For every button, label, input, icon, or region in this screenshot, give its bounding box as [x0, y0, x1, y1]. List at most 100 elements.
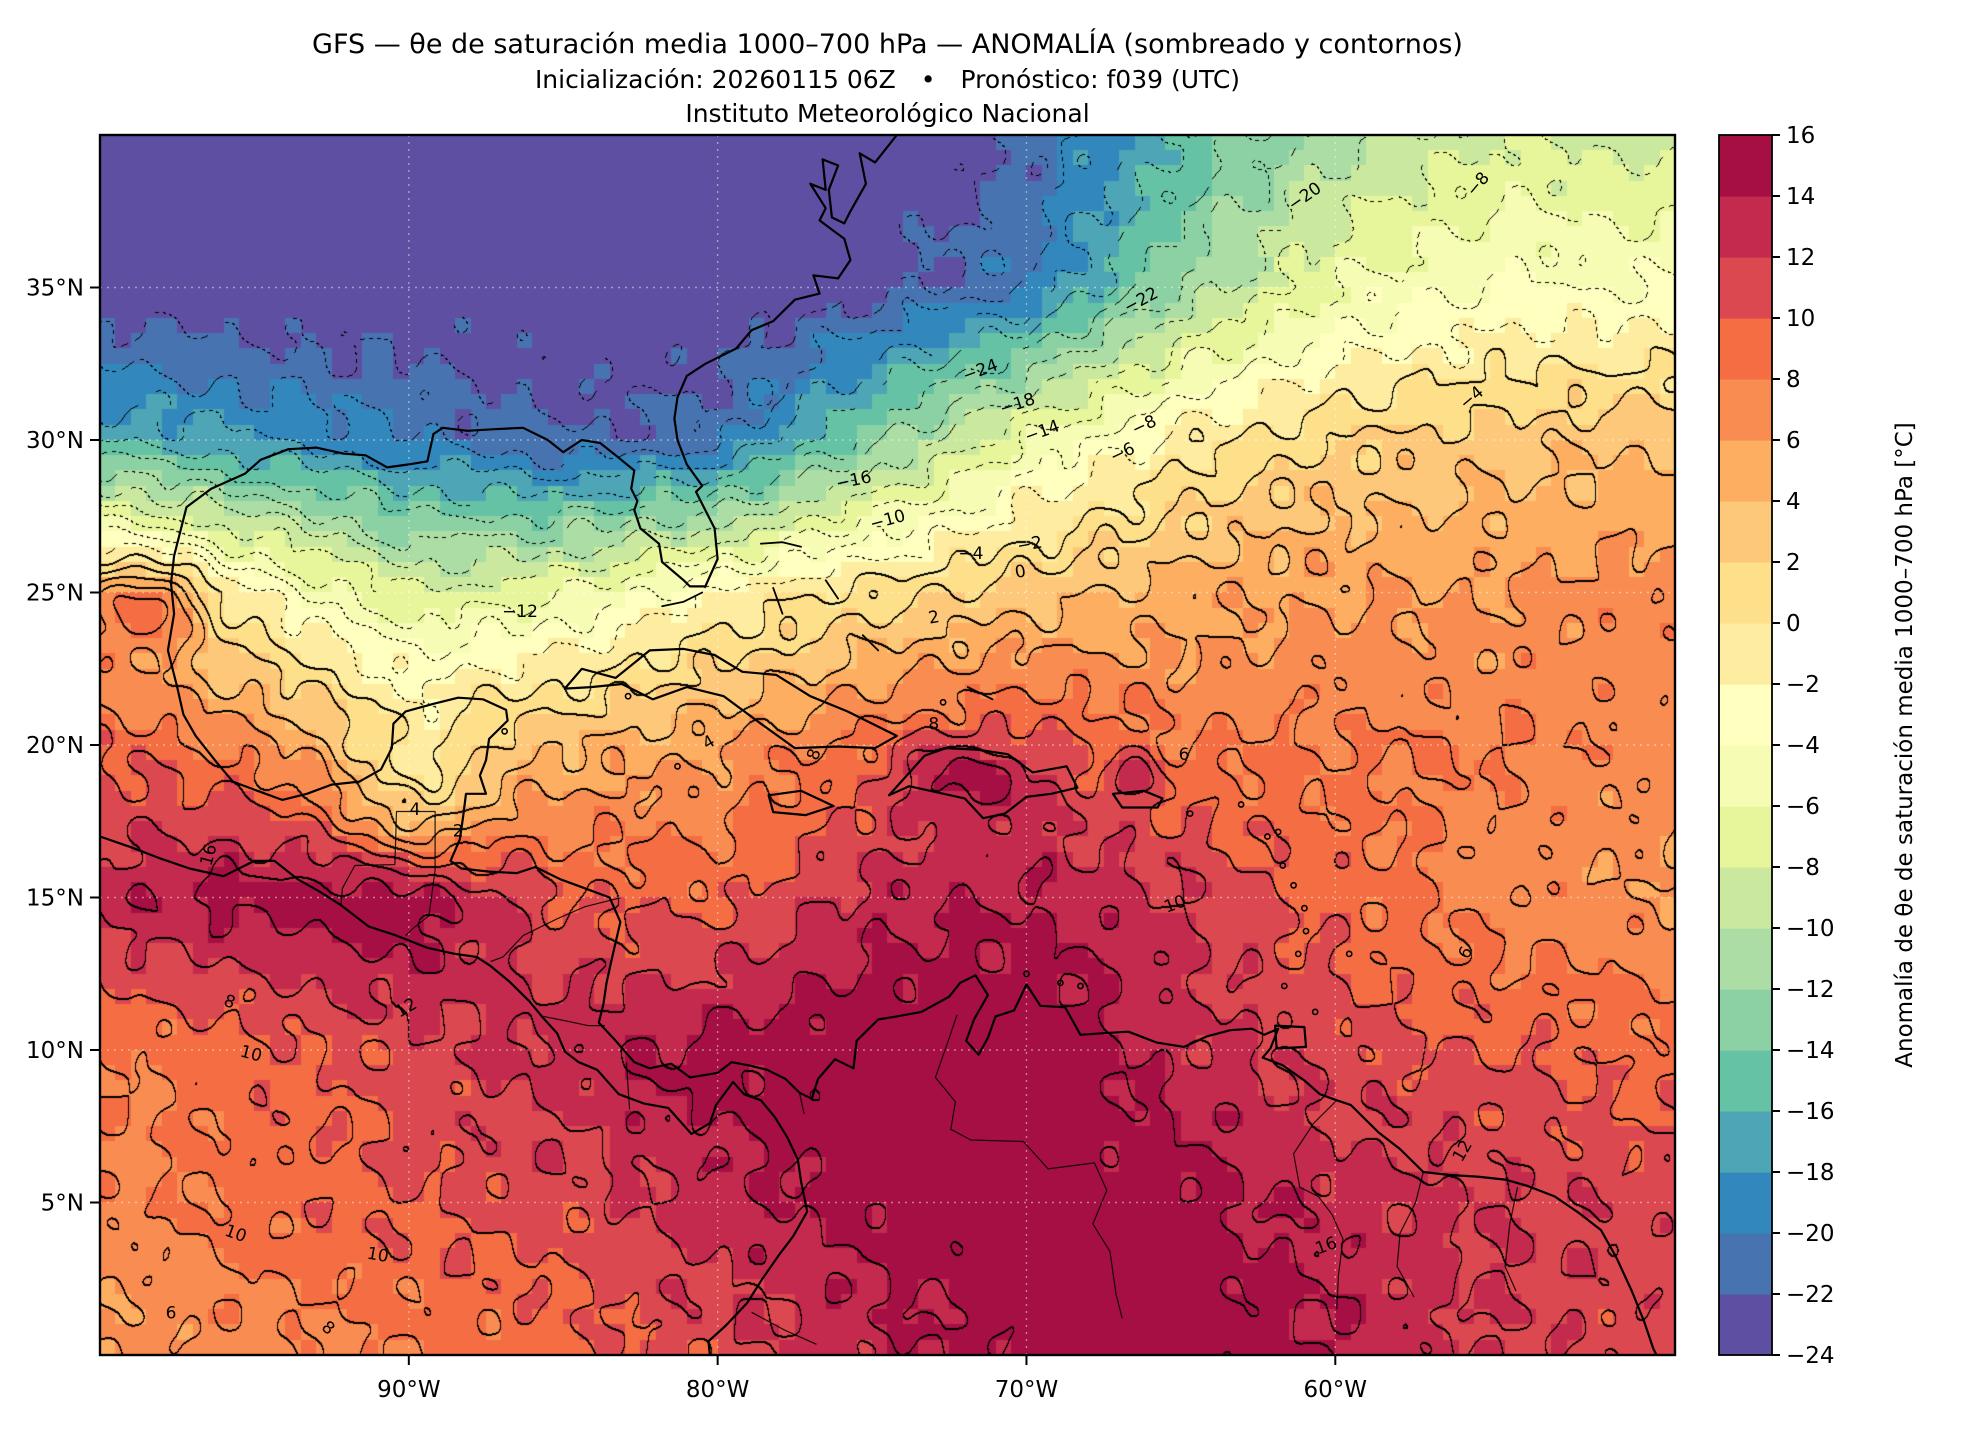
colorbar-band: [1719, 135, 1772, 197]
colorbar-band: [1719, 1111, 1772, 1173]
colorbar-band: [1719, 745, 1772, 807]
island-chain: [772, 587, 784, 615]
small-island: [1280, 982, 1288, 990]
colorbar-band: [1719, 1233, 1772, 1295]
small-island: [1290, 881, 1297, 889]
small-island: [1302, 927, 1310, 935]
small-island: [1077, 982, 1084, 990]
colorbar-tick-label: −6: [1786, 794, 1820, 820]
colorbar-band: [1719, 684, 1772, 746]
coastline-path: [166, 135, 1658, 1355]
country-borders: [340, 810, 1519, 1345]
colorbar-tick-label: −4: [1786, 733, 1820, 759]
island-chain: [824, 579, 839, 600]
colorbar-band: [1719, 440, 1772, 502]
small-island: [1301, 904, 1308, 912]
colorbar-band: [1719, 257, 1772, 319]
colorbar-tick-label: −12: [1786, 977, 1835, 1003]
colorbar-tick-label: 16: [1786, 123, 1815, 149]
colorbar-tick-label: −10: [1786, 916, 1835, 942]
contour-label: 2: [927, 607, 941, 629]
small-island: [624, 692, 632, 700]
colorbar-tick-label: 4: [1786, 489, 1801, 515]
colorbar-tick-label: 10: [1786, 306, 1815, 332]
island-chain: [760, 541, 802, 548]
small-island: [501, 727, 508, 735]
chart-init-forecast-line: Inicialización: 20260115 06Z • Pronóstic…: [534, 65, 1241, 94]
contour-label: 8: [317, 1317, 338, 1339]
y-tick-label: 35°N: [26, 276, 84, 302]
colorbar-tick-label: −16: [1786, 1099, 1835, 1125]
colorbar-tick-label: −8: [1786, 855, 1820, 881]
colorbar-label: Anomalía de θe de saturación media 1000–…: [1892, 422, 1918, 1067]
contour-label: −12: [502, 602, 538, 622]
island-outline: [887, 746, 1079, 820]
contour-label: 6: [1454, 943, 1477, 962]
colorbar-band: [1719, 989, 1772, 1051]
anomaly-shading-canvas: [100, 135, 1675, 1355]
coastline-path: [100, 835, 809, 1355]
contour-label: 0: [1013, 561, 1027, 583]
y-tick-label: 25°N: [26, 581, 84, 607]
colorbar-tick-label: −24: [1786, 1343, 1835, 1369]
colorbar-band: [1719, 562, 1772, 624]
contour-label: −4: [1456, 382, 1488, 413]
colorbar-band: [1719, 196, 1772, 258]
border-line: [1292, 1099, 1344, 1310]
small-island: [1294, 950, 1302, 958]
colorbar-tick-label: −2: [1786, 672, 1820, 698]
x-axis: 90°W 80°W 70°W 60°W: [377, 1355, 1367, 1403]
small-island: [1279, 862, 1287, 869]
colorbar-tick-label: 8: [1786, 367, 1801, 393]
contour-label: 12: [392, 994, 421, 1022]
colorbar-tick-label: −22: [1786, 1282, 1835, 1308]
island-outline: [1273, 1024, 1308, 1050]
small-island: [939, 698, 947, 706]
colorbar-tick-label: −14: [1786, 1038, 1835, 1064]
colorbar-tick-label: −20: [1786, 1221, 1835, 1247]
colorbar-band: [1719, 1050, 1772, 1112]
small-island: [1264, 833, 1271, 840]
coastlines: [100, 135, 1658, 1355]
small-island: [1057, 979, 1064, 987]
small-island: [674, 762, 681, 770]
contour-label: −20: [1285, 178, 1326, 215]
contour-label: 16: [197, 842, 222, 868]
contour-label: 10: [238, 1042, 264, 1067]
graticule: [100, 135, 1675, 1355]
y-tick-label: 20°N: [26, 733, 84, 759]
colorbar-band: [1719, 1172, 1772, 1234]
contour-label: 12: [1449, 1137, 1477, 1166]
border-line: [934, 1014, 1123, 1319]
contour-label: 6: [1179, 745, 1190, 765]
island-outline: [767, 789, 835, 817]
contour-label: 8: [928, 715, 939, 735]
island-chain: [861, 634, 880, 652]
x-tick-label: 60°W: [1304, 1377, 1368, 1403]
y-tick-label: 15°N: [26, 886, 84, 912]
title-block: GFS — θe de saturación media 1000–700 hP…: [100, 26, 1675, 131]
border-line: [490, 897, 621, 963]
y-tick-label: 30°N: [26, 428, 84, 454]
border-line: [1504, 1187, 1519, 1292]
small-island: [1023, 970, 1030, 978]
border-line: [340, 810, 436, 906]
contour-label: −6: [1107, 439, 1138, 468]
colorbar-tick-label: 12: [1786, 245, 1815, 271]
colorbar-band: [1719, 928, 1772, 990]
colorbar-band: [1719, 1294, 1772, 1356]
border-line: [625, 1062, 631, 1110]
contour-label: 4: [410, 800, 421, 820]
contour-label: −8: [1462, 168, 1493, 200]
contour-labels: −24−22−20−18−16−14−12−10−8−8−6−4−4−20224…: [166, 168, 1494, 1339]
small-island: [1274, 828, 1282, 836]
contour-label: −16: [834, 467, 873, 494]
chart-institute-line: Instituto Meteorológico Nacional: [685, 99, 1090, 128]
colorbar-tick-label: 6: [1786, 428, 1801, 454]
colorbar-band: [1719, 806, 1772, 868]
small-island: [1237, 801, 1245, 808]
contour-label: 2: [453, 821, 464, 841]
contour-label: −18: [997, 389, 1037, 419]
